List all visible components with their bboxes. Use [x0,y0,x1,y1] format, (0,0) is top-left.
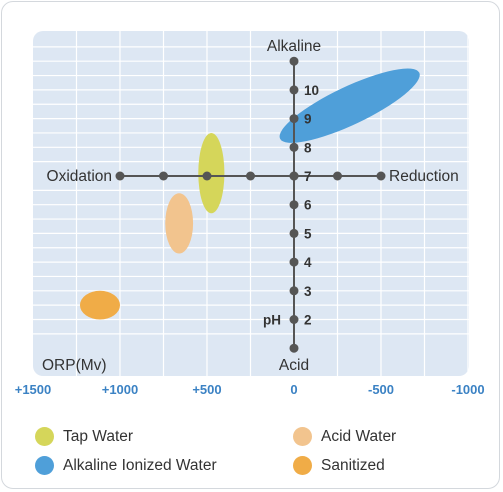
x-tick-label: 0 [290,382,297,397]
legend-label-tap-water: Tap Water [63,427,134,445]
legend-label-sanitized: Sanitized [321,456,385,474]
legend-item-sanitized: Sanitized [293,456,385,475]
x-tick-label: +1500 [15,382,52,397]
x-axis-marker [333,171,342,181]
y-axis-marker [289,85,299,95]
legend-swatch-alkaline-ionized-water [35,456,54,475]
x-tick-label: +1000 [102,382,139,397]
legend-swatch-acid-water [293,427,312,446]
x-axis-marker [202,171,212,181]
legend-swatch-tap-water [35,427,54,446]
y-tick-label: 6 [304,198,312,213]
legend-item-alkaline-ionized-water: Alkaline Ionized Water [35,456,217,475]
y-tick-label: 10 [304,83,319,98]
x-axis-label: ORP(Mv) [42,357,107,374]
y-tick-label: 4 [304,255,312,270]
y-axis-marker [289,257,299,267]
y-axis-marker [289,114,299,124]
y-tick-label: 2 [304,313,312,328]
data-region-acid-water [165,193,194,254]
y-axis-marker [289,56,299,66]
label-reduction: Reduction [389,168,459,185]
y-tick-label: 7 [304,169,312,184]
x-axis-marker [115,171,125,181]
legend-item-acid-water: Acid Water [293,427,396,446]
y-tick-label: 3 [304,284,312,299]
label-acid: Acid [279,357,309,374]
y-axis-marker [289,343,299,353]
legend-item-tap-water: Tap Water [35,427,133,446]
y-axis-marker [289,171,299,181]
y-tick-label: 8 [304,140,312,155]
label-oxidation: Oxidation [47,168,112,185]
label-alkaline: Alkaline [267,38,321,55]
x-axis-marker [376,171,386,181]
x-axis-marker [159,171,168,181]
y-axis-marker [289,200,299,210]
data-region-alkaline-ionized-water [279,68,420,143]
y-axis-marker [289,228,299,238]
x-tick-label: +500 [192,382,221,397]
y-tick-label: 5 [304,226,312,241]
x-tick-label: -500 [368,382,394,397]
y-axis-label: pH [263,313,281,328]
x-tick-label: -1000 [451,382,484,397]
legend-label-acid-water: Acid Water [321,427,397,445]
y-axis-marker [289,315,299,324]
y-tick-label: 9 [304,112,312,127]
legend-label-alkaline-ionized-water: Alkaline Ionized Water [63,456,217,474]
legend-swatch-sanitized [293,456,312,475]
data-region-sanitized [79,290,120,320]
data-region-tap-water [198,132,225,214]
x-axis-marker [246,171,255,181]
y-axis-marker [289,286,299,296]
y-axis-marker [289,142,299,152]
